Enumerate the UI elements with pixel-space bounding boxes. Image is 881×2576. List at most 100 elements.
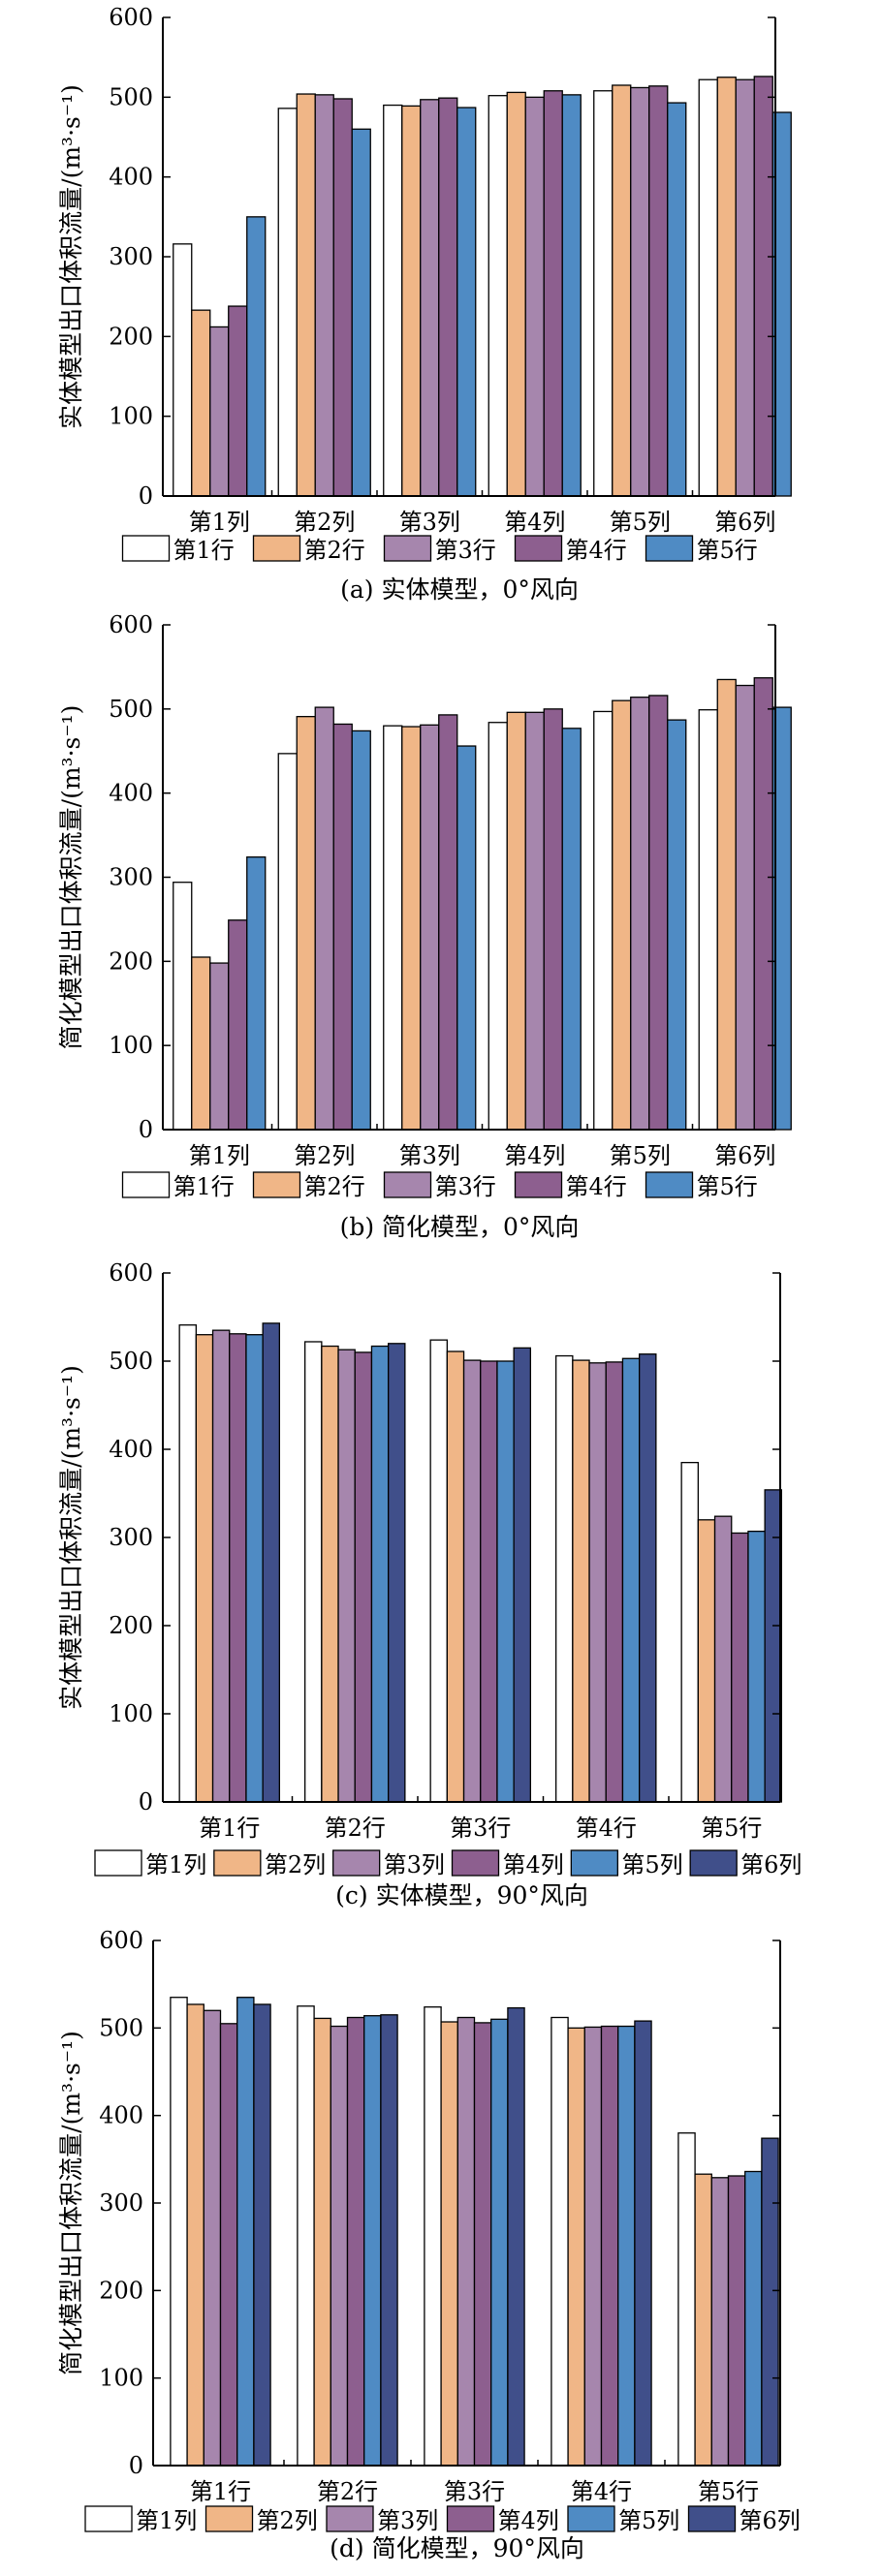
- y-axis-label: 简化模型出口体积流量/(m³·s⁻¹): [57, 705, 85, 1050]
- legend-label: 第4行: [566, 1173, 627, 1200]
- chart-caption: (d) 简化模型，90°风向: [330, 2534, 584, 2562]
- legend-item: 第5行: [645, 535, 758, 564]
- bar-第1行-第6列: [698, 709, 718, 1131]
- bar-第4行-第1列: [228, 919, 248, 1131]
- bar-第5列-第5行: [744, 2170, 763, 2467]
- bar-第3行-第3列: [420, 99, 440, 497]
- bar-第1行-第3列: [383, 725, 403, 1131]
- bar-第2行-第6列: [716, 77, 737, 497]
- legend-item: 第5行: [645, 1171, 758, 1200]
- bar-第5行-第2列: [351, 729, 371, 1131]
- y-tick-label: 500: [99, 2014, 143, 2041]
- legend-item: 第1列: [84, 2505, 197, 2534]
- y-tick-label: 300: [109, 1524, 153, 1551]
- bar-第3行-第6列: [735, 684, 755, 1131]
- bar-第3行-第2列: [314, 94, 334, 497]
- x-tick-label: 第5列: [610, 1142, 671, 1169]
- bar-第1列-第4行: [555, 1354, 574, 1803]
- bar-第1列-第2行: [303, 1341, 323, 1803]
- legend-item: 第6列: [689, 1849, 802, 1878]
- bar-第3列-第2行: [337, 1349, 356, 1803]
- x-tick-label: 第6列: [714, 509, 775, 536]
- bar-第4列-第2行: [354, 1351, 373, 1803]
- legend-item: 第4行: [514, 535, 627, 564]
- bar-第4列-第1行: [219, 2023, 238, 2467]
- legend-swatch: [252, 1171, 301, 1198]
- bar-第1列-第1行: [178, 1324, 197, 1803]
- x-tick-label: 第4列: [504, 1142, 565, 1169]
- legend-item: 第3行: [383, 535, 496, 564]
- bar-第5列-第1行: [236, 1997, 255, 2467]
- bar-第3行-第5列: [630, 86, 650, 497]
- bar-第4行-第2列: [332, 98, 353, 497]
- bar-第1行-第6列: [698, 78, 718, 497]
- bar-第3行-第5列: [630, 697, 650, 1131]
- x-tick-label: 第5列: [610, 509, 671, 536]
- chart-panel-2: 第1列 第2列 第3列 第4列 第5列 第6列 0 100 200 300 400 500 600 简化模…: [57, 611, 792, 1241]
- y-tick-label: 0: [129, 2452, 143, 2479]
- bar-第4列-第1行: [229, 1333, 247, 1803]
- bar-第2行-第6列: [716, 678, 737, 1131]
- bar-第2列-第1行: [186, 2003, 205, 2467]
- legend-label: 第1列: [136, 2507, 197, 2534]
- legend-swatch: [687, 2505, 737, 2532]
- x-tick-label: 第4行: [576, 1815, 637, 1842]
- legend-label: 第1列: [145, 1851, 206, 1878]
- bar-第5列-第5行: [747, 1530, 766, 1803]
- bar-第5行-第1列: [246, 856, 267, 1131]
- bar-第3列-第5行: [710, 2177, 730, 2467]
- bar-第2行-第4列: [506, 711, 526, 1131]
- bar-第4行-第6列: [753, 76, 773, 497]
- bar-第4行-第2列: [332, 723, 353, 1131]
- legend-label: 第2列: [257, 2507, 318, 2534]
- legend-label: 第1行: [173, 1173, 235, 1200]
- y-tick-label: 200: [109, 1612, 153, 1639]
- legend-label: 第3行: [435, 537, 496, 564]
- legend-swatch: [451, 1849, 500, 1877]
- chart-panel-4: 第1行 第2行 第3行 第4行 第5行 0 100 200 300 400 500 600 简化模型出口…: [57, 1927, 801, 2562]
- y-tick-label: 0: [139, 1788, 153, 1816]
- x-tick-label: 第6列: [714, 1142, 775, 1169]
- bar-第5列-第2行: [363, 2015, 382, 2467]
- y-tick-label: 400: [109, 1436, 153, 1463]
- bar-第6列-第3行: [513, 1347, 532, 1803]
- bar-第6列-第1行: [262, 1322, 280, 1803]
- bar-第6列-第4行: [639, 1353, 657, 1803]
- bar-第5行-第2列: [351, 128, 371, 497]
- legend-swatch: [213, 1849, 262, 1877]
- legend-swatch: [514, 535, 563, 562]
- bar-第3行-第2列: [314, 706, 334, 1131]
- legend-label: 第2列: [265, 1851, 326, 1878]
- y-tick-label: 500: [109, 1348, 153, 1375]
- legend-item: 第1行: [121, 1171, 235, 1200]
- bar-第5列-第1行: [245, 1334, 264, 1803]
- legend-item: 第4列: [451, 1849, 564, 1878]
- y-tick-label: 300: [99, 2189, 143, 2217]
- bar-第3列-第3行: [456, 2016, 476, 2467]
- bar-第3行-第1列: [209, 326, 230, 497]
- legend-label: 第5行: [697, 1173, 758, 1200]
- bar-第1行-第1列: [173, 882, 193, 1131]
- bar-第1列-第1行: [170, 1997, 188, 2467]
- bar-第3列-第3行: [462, 1359, 482, 1803]
- bar-第2列-第1行: [195, 1334, 214, 1803]
- bar-第3列-第1行: [211, 1329, 231, 1803]
- y-tick-label: 300: [109, 243, 153, 270]
- bar-第3行-第3列: [420, 724, 440, 1131]
- bar-第2列-第5行: [694, 2173, 712, 2467]
- legend-swatch: [94, 1849, 142, 1877]
- y-tick-label: 600: [109, 611, 153, 638]
- legend-label: 第5列: [621, 1851, 682, 1878]
- y-tick-label: 0: [139, 1116, 153, 1143]
- bar-第4行-第4列: [543, 708, 563, 1131]
- bar-第5列-第2行: [370, 1345, 390, 1803]
- bar-第1行-第4列: [488, 722, 508, 1131]
- bar-第3列-第2行: [330, 2025, 349, 2467]
- legend-label: 第4列: [498, 2507, 559, 2534]
- legend-swatch: [205, 2505, 254, 2532]
- chart-caption: (c) 实体模型，90°风向: [335, 1881, 588, 1909]
- bar-第5行-第5列: [667, 719, 687, 1131]
- x-tick-label: 第2列: [294, 1142, 355, 1169]
- y-tick-label: 600: [109, 1259, 153, 1287]
- legend-label: 第6列: [740, 1851, 802, 1878]
